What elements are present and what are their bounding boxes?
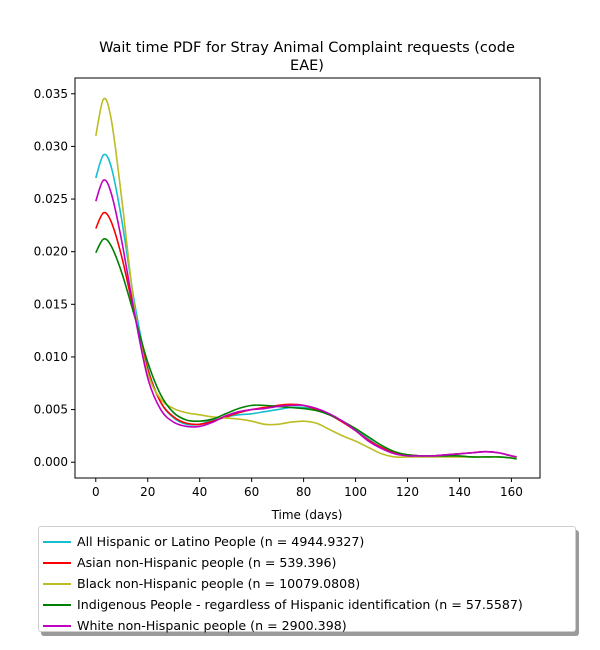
series-line-4 — [95, 179, 517, 458]
legend-label: Indigenous People - regardless of Hispan… — [77, 597, 523, 612]
legend-swatch — [43, 561, 71, 564]
legend-label: Asian non-Hispanic people (n = 539.396) — [77, 555, 337, 570]
y-tick-label: 0.005 — [34, 403, 68, 417]
series-line-0 — [95, 153, 517, 458]
legend-swatch — [43, 624, 71, 627]
x-tick-label: 60 — [244, 485, 259, 499]
chart: Wait time PDF for Stray Animal Complaint… — [34, 40, 541, 520]
legend-item-1: Asian non-Hispanic people (n = 539.396) — [43, 552, 575, 573]
y-tick-label: 0.015 — [34, 297, 68, 311]
legend-label: White non-Hispanic people (n = 2900.398) — [77, 618, 347, 633]
legend: All Hispanic or Latino People (n = 4944.… — [38, 526, 576, 633]
y-tick-label: 0.000 — [34, 455, 68, 469]
plot-lines — [94, 97, 517, 460]
legend-item-2: Black non-Hispanic people (n = 10079.080… — [43, 573, 575, 594]
x-tick-label: 80 — [296, 485, 311, 499]
y-tick-label: 0.035 — [34, 87, 68, 101]
legend-label: Black non-Hispanic people (n = 10079.080… — [77, 576, 361, 591]
y-tick-label: 0.020 — [34, 245, 68, 259]
x-tick-label: 100 — [344, 485, 367, 499]
x-tick-label: 160 — [500, 485, 523, 499]
legend-swatch — [43, 603, 71, 606]
plot-frame — [74, 77, 541, 479]
legend-item-4: White non-Hispanic people (n = 2900.398) — [43, 615, 575, 636]
x-tick-label: 40 — [192, 485, 207, 499]
x-axis-label: Time (days) — [271, 508, 343, 520]
x-axis-ticks: 0 20 40 60 80 100 120 140 160 — [92, 478, 523, 499]
legend-item-0: All Hispanic or Latino People (n = 4944.… — [43, 531, 575, 552]
legend-swatch — [43, 582, 71, 585]
y-tick-label: 0.025 — [34, 192, 68, 206]
y-tick-label: 0.030 — [34, 139, 68, 153]
legend-item-3: Indigenous People - regardless of Hispan… — [43, 594, 575, 615]
x-tick-label: 120 — [396, 485, 419, 499]
y-axis-ticks: 0.000 0.005 0.010 0.015 0.020 0.025 0.030 0.035 — [34, 87, 75, 469]
chart-title-line1: Wait time PDF for Stray Animal Complaint… — [99, 40, 515, 56]
legend-swatch — [43, 540, 71, 543]
series-line-3 — [95, 238, 517, 460]
series-line-2 — [94, 97, 517, 459]
legend-label: All Hispanic or Latino People (n = 4944.… — [77, 534, 365, 549]
series-line-1 — [95, 211, 517, 458]
x-tick-label: 20 — [140, 485, 155, 499]
x-tick-label: 140 — [448, 485, 471, 499]
chart-title-line2: EAE) — [290, 58, 324, 74]
y-tick-label: 0.010 — [34, 350, 68, 364]
x-tick-label: 0 — [92, 485, 100, 499]
